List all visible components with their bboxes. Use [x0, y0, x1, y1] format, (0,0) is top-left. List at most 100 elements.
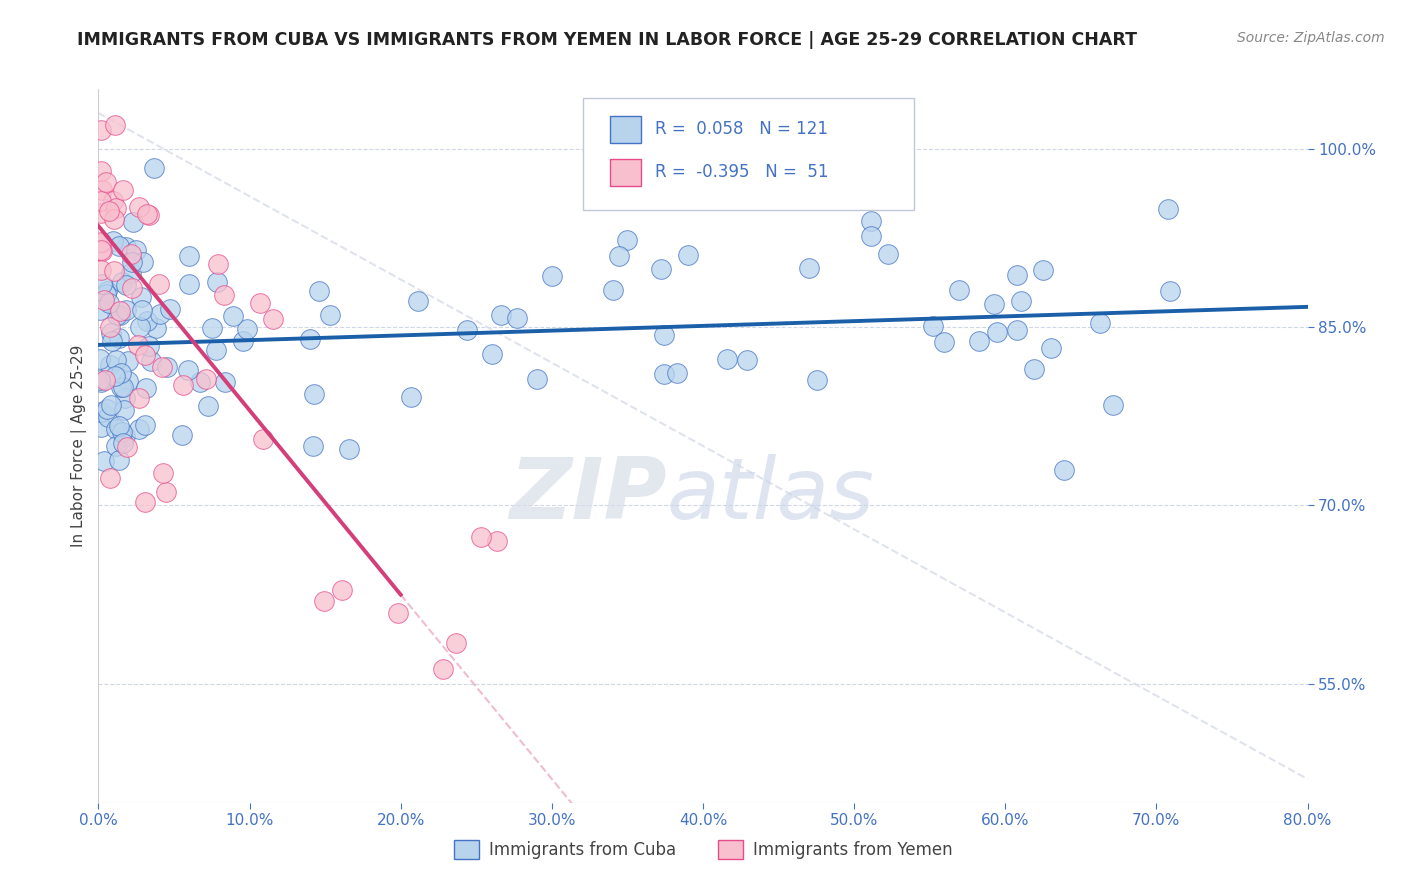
Text: ZIP: ZIP	[509, 454, 666, 538]
Point	[108, 419, 131, 434]
Point	[330, 582, 353, 597]
Point	[470, 530, 492, 544]
Point	[111, 275, 134, 289]
Point	[89, 302, 111, 317]
Point	[797, 260, 820, 275]
Point	[152, 466, 174, 480]
Point	[127, 338, 149, 352]
Point	[107, 453, 129, 467]
Point	[96, 284, 118, 298]
Point	[115, 440, 138, 454]
Point	[112, 402, 135, 417]
Point	[104, 201, 127, 215]
Point	[1053, 463, 1076, 477]
Point	[90, 164, 112, 178]
Point	[97, 409, 120, 424]
Point	[128, 200, 150, 214]
Point	[111, 425, 134, 439]
Point	[188, 375, 211, 389]
Point	[97, 296, 120, 310]
Point	[1101, 398, 1123, 412]
Text: R =  -0.395   N =  51: R = -0.395 N = 51	[655, 163, 828, 181]
Point	[90, 243, 112, 257]
Point	[201, 321, 224, 335]
Point	[399, 390, 422, 404]
Point	[1032, 263, 1054, 277]
Point	[262, 311, 284, 326]
Point	[432, 662, 454, 676]
Point	[108, 303, 131, 318]
Point	[387, 606, 409, 620]
Point	[96, 401, 118, 416]
Point	[298, 332, 321, 346]
Point	[134, 418, 156, 433]
Point	[91, 244, 114, 258]
Point	[104, 422, 127, 436]
Point	[98, 203, 121, 218]
Text: Source: ZipAtlas.com: Source: ZipAtlas.com	[1237, 31, 1385, 45]
Point	[110, 380, 132, 394]
Point	[607, 249, 630, 263]
Point	[103, 264, 125, 278]
Point	[301, 439, 323, 453]
Point	[110, 366, 132, 380]
Point	[159, 302, 181, 317]
Point	[205, 343, 228, 357]
Point	[540, 268, 562, 283]
Point	[104, 439, 127, 453]
Point	[94, 286, 117, 301]
Point	[212, 288, 235, 302]
Point	[652, 367, 675, 381]
Point	[90, 123, 112, 137]
Point	[934, 335, 956, 350]
Point	[948, 283, 970, 297]
Point	[98, 471, 121, 485]
Y-axis label: In Labor Force | Age 25-29: In Labor Force | Age 25-29	[72, 345, 87, 547]
Text: R =  0.058   N = 121: R = 0.058 N = 121	[655, 120, 828, 138]
Point	[107, 331, 129, 345]
Point	[983, 297, 1005, 311]
Point	[177, 277, 200, 292]
Point	[252, 432, 274, 446]
Point	[103, 211, 125, 226]
Point	[96, 175, 118, 189]
Point	[149, 307, 172, 321]
Point	[90, 236, 112, 251]
Point	[101, 234, 124, 248]
Point	[1005, 268, 1028, 282]
Legend: Immigrants from Cuba, Immigrants from Yemen: Immigrants from Cuba, Immigrants from Ye…	[447, 834, 959, 866]
Point	[91, 183, 114, 197]
Point	[197, 399, 219, 413]
Point	[114, 391, 136, 405]
Point	[1005, 323, 1028, 337]
Point	[120, 265, 142, 279]
Point	[91, 277, 114, 291]
Point	[526, 372, 548, 386]
Point	[90, 194, 112, 208]
Point	[602, 283, 624, 297]
Point	[136, 206, 159, 220]
Point	[232, 334, 254, 348]
Point	[302, 387, 325, 401]
Point	[115, 277, 138, 292]
Point	[89, 352, 111, 367]
Point	[214, 375, 236, 389]
Point	[138, 208, 160, 222]
Point	[337, 442, 360, 456]
Point	[506, 310, 529, 325]
Point	[148, 277, 170, 292]
Point	[481, 346, 503, 360]
Point	[89, 373, 111, 387]
Point	[308, 284, 330, 298]
Point	[93, 293, 115, 308]
Point	[444, 635, 467, 649]
Point	[128, 422, 150, 436]
Point	[90, 205, 112, 219]
Point	[121, 255, 143, 269]
Point	[90, 376, 112, 390]
Point	[207, 257, 229, 271]
Point	[177, 362, 200, 376]
Point	[135, 380, 157, 394]
Point	[111, 380, 134, 394]
Point	[105, 308, 128, 322]
